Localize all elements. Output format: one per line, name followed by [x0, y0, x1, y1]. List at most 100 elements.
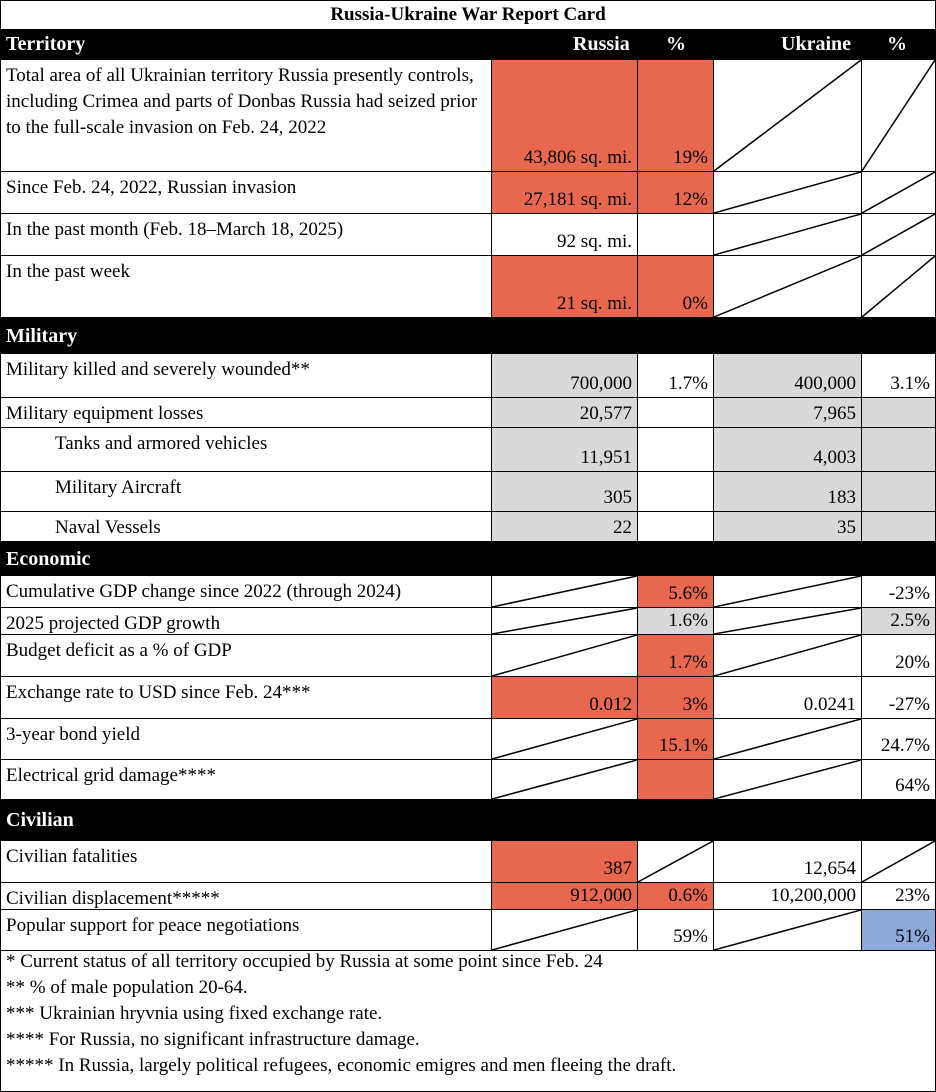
diagonal-line	[714, 60, 861, 171]
cell-value: 92 sq. mi.	[557, 231, 632, 252]
value-cell-ukraine-pct: 2.5%	[862, 608, 936, 635]
cell-value: 400,000	[794, 373, 856, 394]
not-applicable-slash	[638, 841, 713, 882]
section-title-economic: Economic	[6, 548, 91, 570]
cell-value: 1.6%	[668, 610, 708, 631]
row-label: Exchange rate to USD since Feb. 24***	[6, 682, 311, 703]
value-cell-russia-pct: 59%	[638, 910, 714, 951]
value-cell-russia: 912,000	[492, 883, 638, 910]
table-row: 3-year bond yield 15.1% 24.7%	[0, 719, 936, 760]
section-bar-civilian: Civilian	[0, 800, 936, 841]
value-cell-russia-pct: 0.6%	[638, 883, 714, 910]
value-cell-ukraine-pct	[862, 60, 936, 172]
row-label-cell: Military killed and severely wounded**	[0, 354, 492, 398]
row-label-cell: Exchange rate to USD since Feb. 24***	[0, 677, 492, 719]
value-cell-ukraine-pct: 23%	[862, 883, 936, 910]
not-applicable-slash	[714, 576, 861, 607]
column-header-russia-pct: %	[666, 33, 686, 55]
value-cell-russia-pct	[638, 472, 714, 512]
cell-value: 64%	[895, 775, 930, 796]
cell-value: 1.7%	[668, 652, 708, 673]
cell-value: -27%	[888, 694, 930, 715]
value-cell-russia-pct	[638, 512, 714, 542]
cell-value: 15.1%	[658, 735, 708, 756]
not-applicable-slash	[492, 760, 637, 799]
value-cell-russia-pct: 1.7%	[638, 354, 714, 398]
row-label-cell: 2025 projected GDP growth	[0, 608, 492, 635]
row-label: Military equipment losses	[6, 403, 204, 424]
footnote: *** Ukrainian hryvnia using fixed exchan…	[6, 1003, 383, 1024]
value-cell-ukraine: 12,654	[714, 841, 862, 883]
row-label: Budget deficit as a % of GDP	[6, 640, 232, 661]
diagonal-line	[492, 910, 637, 950]
row-label: Civilian displacement*****	[6, 888, 220, 909]
not-applicable-slash	[714, 719, 861, 759]
cell-value: 0.6%	[668, 885, 708, 906]
value-cell-ukraine: 7,965	[714, 398, 862, 428]
cell-value: 0.0241	[803, 694, 856, 715]
table-row: In the past week 21 sq. mi. 0%	[0, 256, 936, 318]
value-cell-ukraine: 10,200,000	[714, 883, 862, 910]
diagonal-line	[714, 635, 861, 676]
diagonal-line	[714, 256, 861, 317]
table-row: Military Aircraft 305 183	[0, 472, 936, 512]
section-bar-economic: Economic	[0, 542, 936, 576]
value-cell-russia	[492, 719, 638, 760]
value-cell-ukraine: 4,003	[714, 428, 862, 472]
not-applicable-slash	[714, 214, 861, 255]
table-row: Tanks and armored vehicles 11,951 4,003	[0, 428, 936, 472]
section-bar-military: Military	[0, 318, 936, 354]
footnote: ** % of male population 20-64.	[6, 977, 248, 998]
cell-value: 3%	[682, 694, 708, 715]
row-label: Tanks and armored vehicles	[55, 433, 268, 454]
table-row: Military equipment losses 20,577 7,965	[0, 398, 936, 428]
value-cell-russia-pct: 5.6%	[638, 576, 714, 608]
cell-value: 3.1%	[890, 373, 930, 394]
row-label-cell: Naval Vessels	[0, 512, 492, 542]
cell-value: 23%	[895, 885, 930, 906]
cell-value: 51%	[895, 926, 930, 947]
column-header-ukraine-pct: %	[887, 33, 907, 55]
value-cell-russia: 43,806 sq. mi.	[492, 60, 638, 172]
row-label-cell: Popular support for peace negotiations	[0, 910, 492, 951]
not-applicable-slash	[862, 214, 935, 255]
cell-value: 10,200,000	[770, 885, 857, 906]
diagonal-line	[714, 214, 861, 255]
value-cell-ukraine: 183	[714, 472, 862, 512]
cell-value: 1.7%	[668, 373, 708, 394]
diagonal-line	[862, 256, 935, 317]
row-label: 3-year bond yield	[6, 724, 141, 745]
value-cell-ukraine: 0.0241	[714, 677, 862, 719]
cell-value: 20%	[895, 652, 930, 673]
not-applicable-slash	[492, 576, 637, 607]
value-cell-ukraine-pct	[862, 841, 936, 883]
table-row: Electrical grid damage**** 64%	[0, 760, 936, 800]
not-applicable-slash	[862, 172, 935, 213]
cell-value: 7,965	[813, 403, 856, 424]
not-applicable-slash	[714, 172, 861, 213]
diagonal-line	[862, 841, 935, 882]
row-label: Naval Vessels	[55, 517, 161, 538]
table-row: Exchange rate to USD since Feb. 24*** 0.0…	[0, 677, 936, 719]
not-applicable-slash	[492, 635, 637, 676]
value-cell-russia-pct: 1.6%	[638, 608, 714, 635]
cell-value: -23%	[888, 583, 930, 604]
value-cell-ukraine	[714, 214, 862, 256]
diagonal-line	[492, 719, 637, 759]
footnote: * Current status of all territory occupi…	[6, 951, 603, 972]
table-row: Civilian displacement***** 912,000 0.6% 10,…	[0, 883, 936, 910]
value-cell-russia	[492, 608, 638, 635]
value-cell-russia-pct	[638, 841, 714, 883]
value-cell-russia-pct: 19%	[638, 60, 714, 172]
cell-value: 22	[613, 517, 632, 538]
table-row: Military killed and severely wounded** 70…	[0, 354, 936, 398]
diagonal-line	[492, 760, 637, 799]
not-applicable-slash	[714, 60, 861, 171]
value-cell-russia-pct	[638, 398, 714, 428]
row-label: Cumulative GDP change since 2022 (throug…	[6, 581, 402, 602]
value-cell-russia-pct: 12%	[638, 172, 714, 214]
row-label: Civilian fatalities	[6, 846, 138, 867]
row-label-cell: Electrical grid damage****	[0, 760, 492, 800]
cell-value: 59%	[673, 926, 708, 947]
row-label-cell: In the past month (Feb. 18–March 18, 202…	[0, 214, 492, 256]
